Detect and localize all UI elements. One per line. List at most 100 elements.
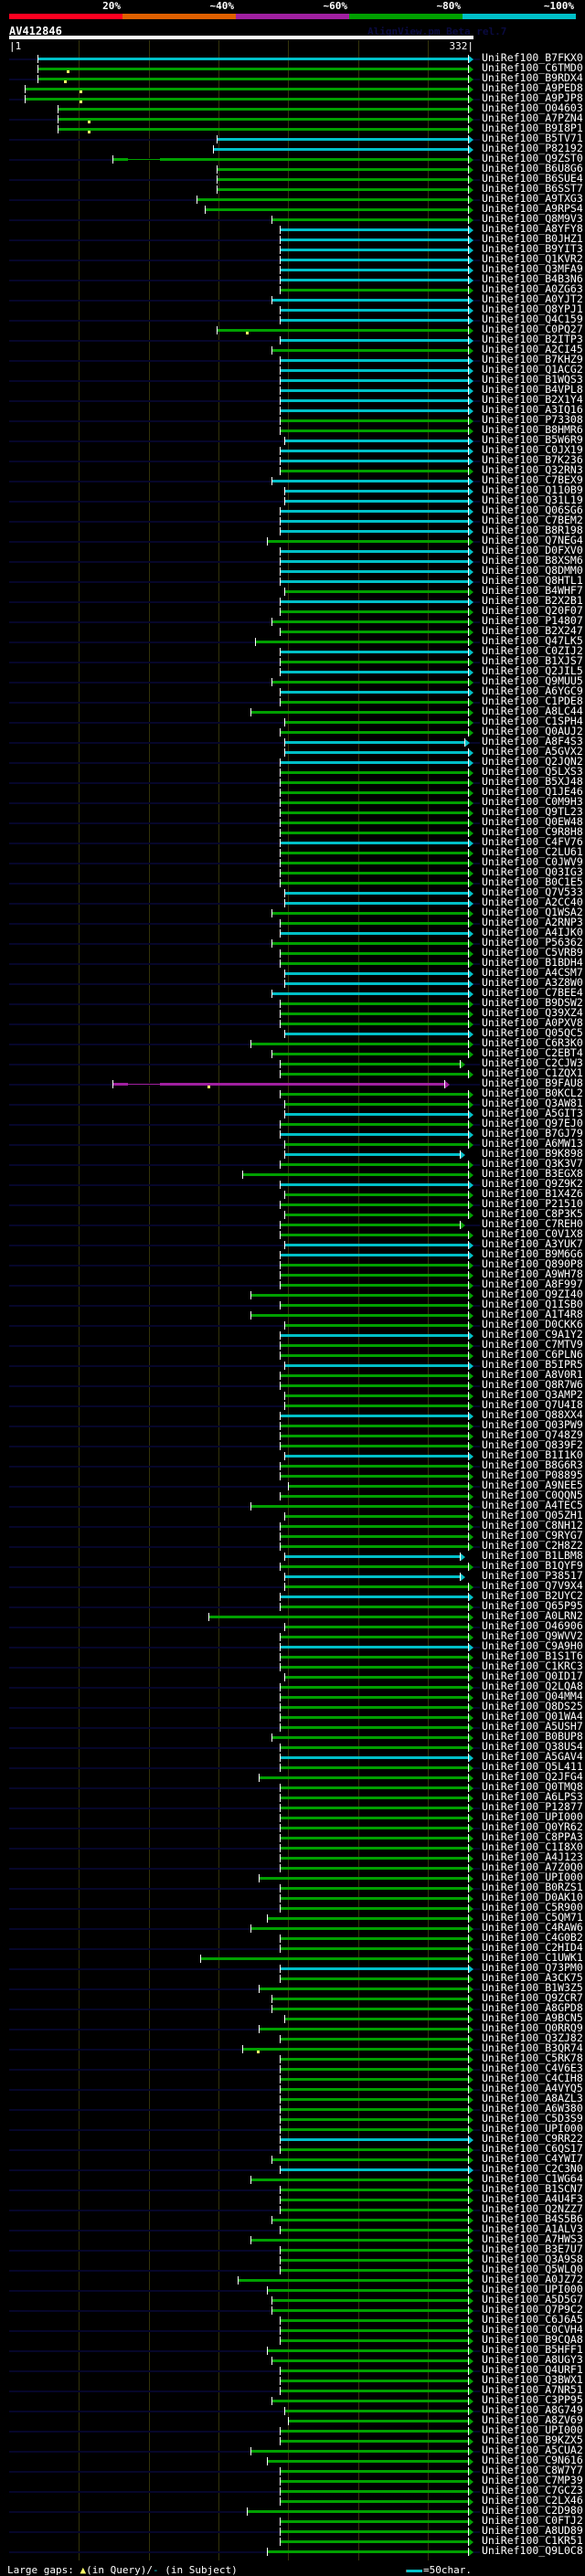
hit-label[interactable]: UniRef100_Q8HTL1 xyxy=(482,574,583,587)
hit-label[interactable]: UniRef100_Q8DS25 xyxy=(482,1700,583,1712)
hit-label[interactable]: UniRef100_Q748Z9 xyxy=(482,1428,583,1441)
hit-label[interactable]: UniRef100_C2D980 xyxy=(482,2504,583,2517)
hit-label[interactable]: UniRef100_A8AZL3 xyxy=(482,2092,583,2104)
hit-label[interactable]: UniRef100_B2UYC2 xyxy=(482,1589,583,1602)
hit-label[interactable]: UniRef100_A0JZ72 xyxy=(482,2273,583,2285)
hit-label[interactable]: UniRef100_A0ZG63 xyxy=(482,282,583,295)
hit-label[interactable]: UniRef100_A4TEC5 xyxy=(482,1499,583,1511)
hit-label[interactable]: UniRef100_Q4URF1 xyxy=(482,2363,583,2376)
hit-label[interactable]: UniRef100_Q0TMQ8 xyxy=(482,1780,583,1793)
hit-label[interactable]: UniRef100_C6TMD0 xyxy=(482,61,583,74)
hit-label[interactable]: UniRef100_C8NH12 xyxy=(482,1519,583,1532)
hit-label[interactable]: UniRef100_C7BEE4 xyxy=(482,986,583,999)
hit-label[interactable]: UniRef100_Q2JFG4 xyxy=(482,1770,583,1783)
hit-label[interactable]: UniRef100_C7GCZ3 xyxy=(482,2484,583,2496)
hit-label[interactable]: UniRef100_C6J6A5 xyxy=(482,2313,583,2326)
hit-label[interactable]: UniRef100_Q97EJ0 xyxy=(482,1117,583,1129)
hit-label[interactable]: UniRef100_Q9ZCR7 xyxy=(482,1991,583,2004)
hit-label[interactable]: UniRef100_O04603 xyxy=(482,101,583,114)
hit-label[interactable]: UniRef100_B6SUE4 xyxy=(482,172,583,185)
hit-label[interactable]: UniRef100_B9FAU8 xyxy=(482,1076,583,1089)
hit-label[interactable]: UniRef100_Q1ACG2 xyxy=(482,363,583,376)
hit-label[interactable]: UniRef100_Q2JQN2 xyxy=(482,755,583,768)
hit-label[interactable]: UniRef100_A4VYQ5 xyxy=(482,2082,583,2094)
hit-label[interactable]: UniRef100_A8LC44 xyxy=(482,705,583,717)
hit-label[interactable]: UniRef100_C2EBT4 xyxy=(482,1046,583,1059)
hit-label[interactable]: UniRef100_UPI000.. xyxy=(482,2122,585,2135)
hit-label[interactable]: UniRef100_B6SST7 xyxy=(482,182,583,195)
hit-label[interactable]: UniRef100_B6U8G6 xyxy=(482,162,583,175)
hit-label[interactable]: UniRef100_C6QS17 xyxy=(482,2142,583,2155)
hit-label[interactable]: UniRef100_A9RPS4 xyxy=(482,202,583,215)
hit-label[interactable]: UniRef100_C1ZQX1 xyxy=(482,1066,583,1079)
hit-label[interactable]: UniRef100_A8F4S3 xyxy=(482,735,583,747)
hit-label[interactable]: UniRef100_B0BUP8 xyxy=(482,1730,583,1743)
hit-label[interactable]: UniRef100_C9RYG7 xyxy=(482,1529,583,1542)
hit-label[interactable]: UniRef100_Q9ZI40 xyxy=(482,1288,583,1300)
hit-label[interactable]: UniRef100_C0QQN5 xyxy=(482,1489,583,1501)
hit-label[interactable]: UniRef100_C5RK78 xyxy=(482,2051,583,2064)
hit-label[interactable]: UniRef100_B5XJ48 xyxy=(482,775,583,788)
hit-label[interactable]: UniRef100_C0V1X8 xyxy=(482,1227,583,1240)
hit-label[interactable]: UniRef100_C2LU61 xyxy=(482,845,583,858)
hit-label[interactable]: UniRef100_P14807 xyxy=(482,614,583,627)
hit-label[interactable]: UniRef100_A5CUA2 xyxy=(482,2443,583,2456)
hit-label[interactable]: UniRef100_A2RNP3 xyxy=(482,916,583,928)
hit-label[interactable]: UniRef100_C1I8X0 xyxy=(482,1840,583,1853)
hit-label[interactable]: UniRef100_Q0RRQ9 xyxy=(482,2021,583,2034)
hit-label[interactable]: UniRef100_C1PDE8 xyxy=(482,694,583,707)
hit-label[interactable]: UniRef100_D0CKK6 xyxy=(482,1318,583,1330)
hit-label[interactable]: UniRef100_B0RZS1 xyxy=(482,1881,583,1893)
hit-label[interactable]: UniRef100_B1BDH4 xyxy=(482,956,583,969)
hit-label[interactable]: UniRef100_C1UWK1 xyxy=(482,1951,583,1964)
hit-label[interactable]: UniRef100_C4RAW6 xyxy=(482,1921,583,1934)
hit-label[interactable]: UniRef100_C8P3K5 xyxy=(482,1207,583,1220)
hit-label[interactable]: UniRef100_C0PQ27 xyxy=(482,323,583,335)
hit-label[interactable]: UniRef100_B4VPL8 xyxy=(482,383,583,396)
hit-label[interactable]: UniRef100_B0JHZ1 xyxy=(482,232,583,245)
hit-label[interactable]: UniRef100_C9A9H0 xyxy=(482,1639,583,1652)
hit-label[interactable]: UniRef100_C6PLN6 xyxy=(482,1348,583,1361)
hit-label[interactable]: UniRef100_C7REH0 xyxy=(482,1217,583,1230)
hit-label[interactable]: UniRef100_C1KRC3 xyxy=(482,1659,583,1672)
hit-label[interactable]: UniRef100_C9R8H8 xyxy=(482,825,583,838)
hit-label[interactable]: UniRef100_Q110B9 xyxy=(482,483,583,496)
hit-label[interactable]: UniRef100_A8YFY8 xyxy=(482,222,583,235)
hit-label[interactable]: UniRef100_Q47LK5 xyxy=(482,634,583,647)
hit-label[interactable]: UniRef100_Q1ISB0 xyxy=(482,1298,583,1310)
hit-label[interactable]: UniRef100_Q8DMM0 xyxy=(482,564,583,577)
hit-label[interactable]: UniRef100_C2C3N0 xyxy=(482,2162,583,2175)
hit-label[interactable]: UniRef100_B5W6R9 xyxy=(482,433,583,446)
hit-label[interactable]: UniRef100_A7PZN4 xyxy=(482,111,583,124)
hit-label[interactable]: UniRef100_A8UGY3 xyxy=(482,2353,583,2366)
hit-label[interactable]: UniRef100_A1T4R8 xyxy=(482,1308,583,1320)
hit-label[interactable]: UniRef100_C1KR51 xyxy=(482,2534,583,2547)
hit-label[interactable]: UniRef100_D0AK10 xyxy=(482,1891,583,1903)
hit-label[interactable]: UniRef100_Q7V9X4 xyxy=(482,1579,583,1592)
hit-label[interactable]: UniRef100_Q05QC5 xyxy=(482,1026,583,1039)
hit-label[interactable]: UniRef100_Q0AUJ2 xyxy=(482,725,583,737)
hit-label[interactable]: UniRef100_B9YIT3 xyxy=(482,242,583,255)
hit-label[interactable]: UniRef100_C7BEM2 xyxy=(482,514,583,526)
hit-label[interactable]: UniRef100_D0FXV0 xyxy=(482,544,583,557)
hit-label[interactable]: UniRef100_C2LX46 xyxy=(482,2494,583,2507)
hit-label[interactable]: UniRef100_Q01WA4 xyxy=(482,1710,583,1723)
hit-label[interactable]: UniRef100_P12877 xyxy=(482,1800,583,1813)
hit-label[interactable]: UniRef100_Q3AW81 xyxy=(482,1097,583,1109)
hit-label[interactable]: UniRef100_B2ITP3 xyxy=(482,333,583,345)
hit-label[interactable]: UniRef100_Q5L411 xyxy=(482,1760,583,1773)
hit-label[interactable]: UniRef100_A0YJT2 xyxy=(482,292,583,305)
hit-label[interactable]: UniRef100_A5GAV4 xyxy=(482,1750,583,1763)
hit-label[interactable]: UniRef100_A4J123 xyxy=(482,1850,583,1863)
hit-label[interactable]: UniRef100_C0CVH4 xyxy=(482,2323,583,2336)
hit-label[interactable]: UniRef100_UPI000.. xyxy=(482,2283,585,2295)
hit-label[interactable]: UniRef100_Q2NZZ7 xyxy=(482,2202,583,2215)
hit-label[interactable]: UniRef100_A3Z8W0 xyxy=(482,976,583,989)
hit-label[interactable]: UniRef100_B2X2B1 xyxy=(482,594,583,607)
hit-label[interactable]: UniRef100_A9BCN5 xyxy=(482,2011,583,2024)
hit-label[interactable]: UniRef100_C4V6E3 xyxy=(482,2062,583,2074)
hit-label[interactable]: UniRef100_A3YUK7 xyxy=(482,1237,583,1250)
hit-label[interactable]: UniRef100_Q1WSA2 xyxy=(482,906,583,918)
hit-label[interactable]: UniRef100_B8G6R3 xyxy=(482,1458,583,1471)
hit-label[interactable]: UniRef100_C0JX19 xyxy=(482,443,583,456)
